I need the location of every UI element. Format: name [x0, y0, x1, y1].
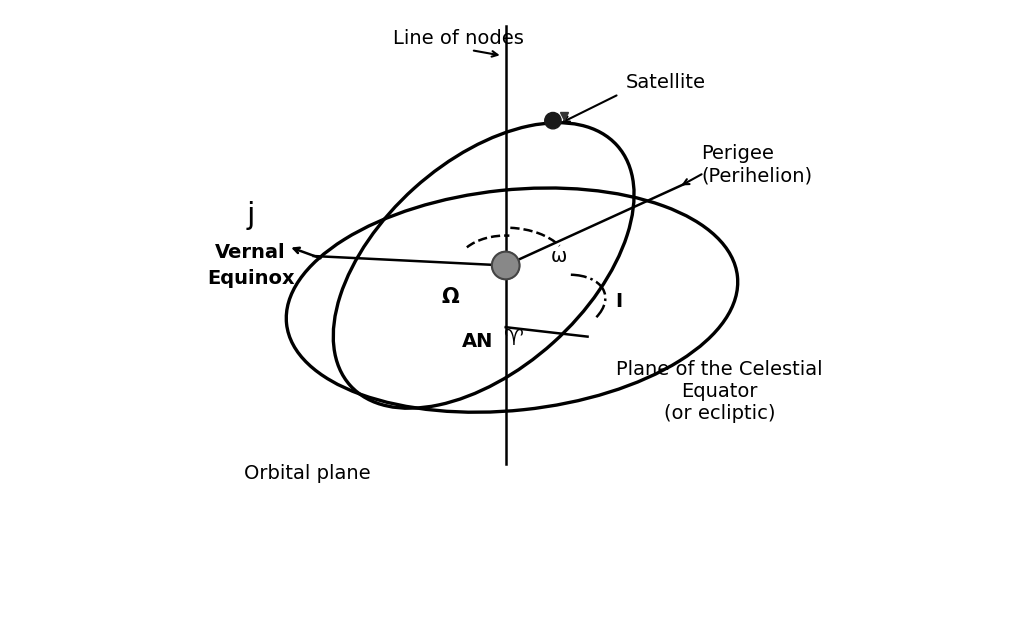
Text: Line of nodes: Line of nodes: [393, 29, 524, 48]
Text: Vernal: Vernal: [215, 243, 286, 262]
Text: Ω: Ω: [441, 287, 459, 307]
Text: ϳ: ϳ: [247, 200, 255, 230]
Text: Satellite: Satellite: [626, 73, 706, 93]
Text: I: I: [615, 292, 623, 311]
Circle shape: [545, 112, 561, 129]
Text: Plane of the Celestial
Equator
(or ecliptic): Plane of the Celestial Equator (or eclip…: [616, 360, 823, 423]
Circle shape: [492, 251, 519, 279]
Text: Perigee
(Perihelion): Perigee (Perihelion): [700, 144, 812, 185]
Text: ♈: ♈: [505, 329, 524, 349]
Text: AN: AN: [462, 332, 493, 350]
Text: Orbital plane: Orbital plane: [244, 464, 371, 483]
Text: Equinox: Equinox: [207, 269, 295, 288]
Text: ω: ω: [551, 246, 567, 265]
